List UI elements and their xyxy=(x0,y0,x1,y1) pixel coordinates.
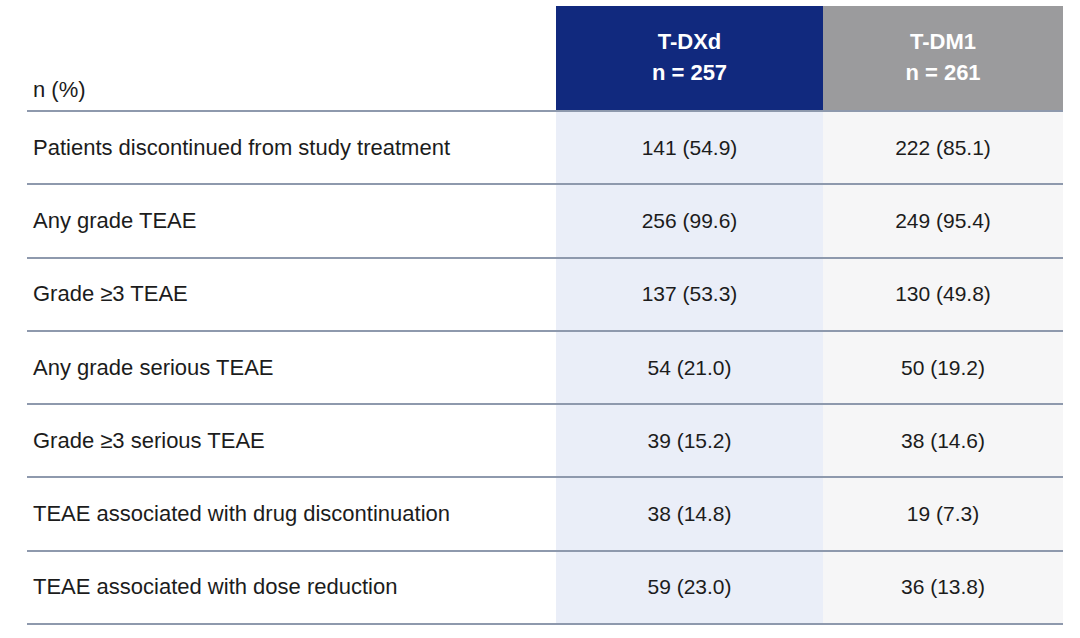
value-tdxd: 137 (53.3) xyxy=(556,259,823,332)
value-tdxd: 59 (23.0) xyxy=(556,552,823,625)
value-tdxd: 39 (15.2) xyxy=(556,405,823,478)
table-row: Any grade TEAE 256 (99.6) 249 (95.4) xyxy=(27,185,1063,258)
corner-label-cell: n (%) xyxy=(27,6,556,112)
row-label: Grade ≥3 serious TEAE xyxy=(27,405,556,478)
table-row: TEAE associated with dose reduction 59 (… xyxy=(27,552,1063,625)
column-title-tdxd: T-DXd xyxy=(658,27,722,58)
value-tdm1: 249 (95.4) xyxy=(823,185,1063,258)
table-row: Any grade serious TEAE 54 (21.0) 50 (19.… xyxy=(27,332,1063,405)
value-tdxd: 141 (54.9) xyxy=(556,112,823,185)
safety-summary-page: n (%) T-DXd n = 257 T-DM1 n = 261 Patien… xyxy=(0,0,1080,638)
value-tdm1: 36 (13.8) xyxy=(823,552,1063,625)
column-header-tdm1: T-DM1 n = 261 xyxy=(823,6,1063,112)
row-label: TEAE associated with dose reduction xyxy=(27,552,556,625)
column-title-tdm1: T-DM1 xyxy=(910,27,976,58)
row-label: Any grade serious TEAE xyxy=(27,332,556,405)
corner-label: n (%) xyxy=(33,77,86,103)
value-tdm1: 38 (14.6) xyxy=(823,405,1063,478)
value-tdm1: 130 (49.8) xyxy=(823,259,1063,332)
value-tdm1: 50 (19.2) xyxy=(823,332,1063,405)
row-label: Grade ≥3 TEAE xyxy=(27,259,556,332)
value-tdxd: 38 (14.8) xyxy=(556,478,823,551)
row-label: TEAE associated with drug discontinuatio… xyxy=(27,478,556,551)
table-row: Patients discontinued from study treatme… xyxy=(27,112,1063,185)
value-tdxd: 54 (21.0) xyxy=(556,332,823,405)
value-tdm1: 19 (7.3) xyxy=(823,478,1063,551)
row-label: Patients discontinued from study treatme… xyxy=(27,112,556,185)
table-row: Grade ≥3 TEAE 137 (53.3) 130 (49.8) xyxy=(27,259,1063,332)
value-tdm1: 222 (85.1) xyxy=(823,112,1063,185)
column-header-tdxd: T-DXd n = 257 xyxy=(556,6,823,112)
table-header-row: n (%) T-DXd n = 257 T-DM1 n = 261 xyxy=(27,6,1063,112)
row-label: Any grade TEAE xyxy=(27,185,556,258)
table-body: Patients discontinued from study treatme… xyxy=(27,112,1063,625)
table-row: Grade ≥3 serious TEAE 39 (15.2) 38 (14.6… xyxy=(27,405,1063,478)
safety-summary-table: n (%) T-DXd n = 257 T-DM1 n = 261 Patien… xyxy=(27,6,1063,625)
column-n-tdxd: n = 257 xyxy=(652,58,727,89)
column-n-tdm1: n = 261 xyxy=(905,58,980,89)
value-tdxd: 256 (99.6) xyxy=(556,185,823,258)
table-row: TEAE associated with drug discontinuatio… xyxy=(27,478,1063,551)
